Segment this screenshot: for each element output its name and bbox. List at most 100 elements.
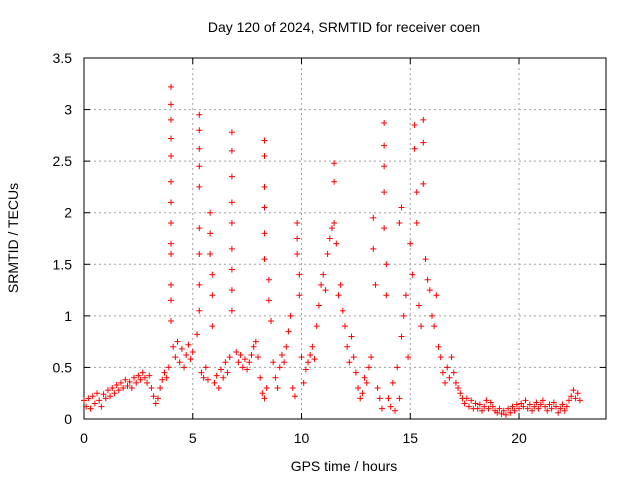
data-point bbox=[198, 369, 205, 376]
data-point bbox=[261, 395, 268, 402]
data-point bbox=[429, 312, 435, 319]
data-point bbox=[305, 359, 312, 366]
data-point bbox=[187, 356, 194, 363]
data-point bbox=[426, 287, 433, 294]
data-point bbox=[420, 180, 427, 187]
x-tick-labels: 0 5 10 15 20 bbox=[80, 430, 527, 446]
data-point bbox=[196, 163, 203, 170]
data-point bbox=[150, 393, 157, 400]
data-point bbox=[383, 292, 390, 299]
data-point bbox=[418, 323, 425, 330]
data-point bbox=[102, 395, 109, 402]
data-point bbox=[529, 407, 536, 414]
data-point bbox=[446, 374, 453, 381]
data-point bbox=[89, 393, 96, 400]
data-point bbox=[196, 225, 203, 232]
data-point bbox=[100, 391, 107, 398]
data-point bbox=[168, 116, 174, 123]
data-point bbox=[196, 127, 203, 134]
data-point bbox=[207, 250, 214, 257]
data-point bbox=[307, 352, 314, 359]
data-point bbox=[94, 390, 101, 397]
data-point bbox=[115, 387, 122, 394]
data-point bbox=[574, 390, 581, 397]
data-point bbox=[226, 354, 233, 361]
data-point bbox=[261, 137, 268, 144]
data-point bbox=[331, 178, 338, 185]
data-point bbox=[222, 359, 229, 366]
data-point bbox=[228, 266, 235, 273]
data-point bbox=[228, 307, 235, 314]
data-point bbox=[268, 318, 275, 325]
data-point bbox=[557, 405, 564, 412]
data-point bbox=[359, 390, 366, 397]
x-tick-label: 0 bbox=[80, 430, 88, 446]
data-point bbox=[285, 328, 292, 335]
data-point bbox=[107, 393, 114, 400]
data-point bbox=[461, 400, 468, 407]
data-point bbox=[563, 403, 570, 410]
data-point bbox=[209, 271, 216, 278]
data-point bbox=[400, 312, 407, 319]
data-point bbox=[263, 385, 270, 392]
data-point bbox=[392, 407, 399, 414]
data-point bbox=[176, 359, 183, 366]
data-point bbox=[318, 281, 325, 288]
data-point bbox=[204, 376, 211, 383]
data-point bbox=[342, 323, 348, 330]
data-point bbox=[439, 369, 446, 376]
data-point bbox=[533, 399, 540, 406]
plot-frame bbox=[83, 57, 607, 420]
data-point bbox=[133, 379, 140, 386]
x-tick-label: 5 bbox=[189, 430, 197, 446]
data-point bbox=[189, 348, 196, 355]
data-point bbox=[433, 292, 440, 299]
data-point bbox=[157, 385, 164, 392]
data-point bbox=[261, 256, 268, 263]
data-point bbox=[154, 395, 161, 402]
data-point bbox=[422, 256, 429, 263]
data-point bbox=[516, 405, 522, 412]
data-point bbox=[568, 393, 575, 400]
data-point bbox=[339, 307, 346, 314]
data-point bbox=[452, 379, 459, 386]
data-point bbox=[374, 385, 381, 392]
data-point bbox=[261, 204, 268, 211]
data-point bbox=[387, 403, 394, 410]
data-point bbox=[368, 354, 375, 361]
axis-ticks bbox=[83, 57, 606, 420]
data-point bbox=[168, 199, 174, 206]
data-point bbox=[411, 145, 418, 152]
data-point bbox=[302, 366, 309, 373]
data-point bbox=[324, 250, 331, 257]
data-point bbox=[576, 397, 583, 404]
data-point bbox=[465, 403, 472, 410]
data-point bbox=[498, 410, 505, 417]
data-point bbox=[168, 240, 174, 247]
data-point bbox=[168, 318, 174, 325]
data-point bbox=[448, 354, 455, 361]
data-point bbox=[81, 397, 87, 404]
data-point bbox=[394, 364, 401, 371]
data-point bbox=[457, 390, 464, 397]
data-point bbox=[202, 364, 209, 371]
data-point bbox=[431, 323, 438, 330]
data-point bbox=[170, 343, 177, 350]
data-point bbox=[350, 354, 357, 361]
data-point bbox=[276, 364, 283, 371]
data-point bbox=[398, 204, 405, 211]
data-point bbox=[294, 235, 301, 242]
data-point bbox=[241, 356, 248, 363]
data-point bbox=[481, 403, 488, 410]
data-point bbox=[168, 220, 174, 227]
data-point bbox=[215, 385, 222, 392]
y-tick-label: 1.5 bbox=[53, 256, 73, 272]
data-point bbox=[474, 405, 481, 412]
data-point bbox=[352, 369, 359, 376]
data-point bbox=[424, 276, 431, 283]
y-tick-label: 2 bbox=[64, 205, 72, 221]
data-point bbox=[294, 220, 301, 227]
data-point bbox=[233, 348, 240, 355]
data-point bbox=[444, 364, 451, 371]
data-point bbox=[104, 387, 111, 394]
